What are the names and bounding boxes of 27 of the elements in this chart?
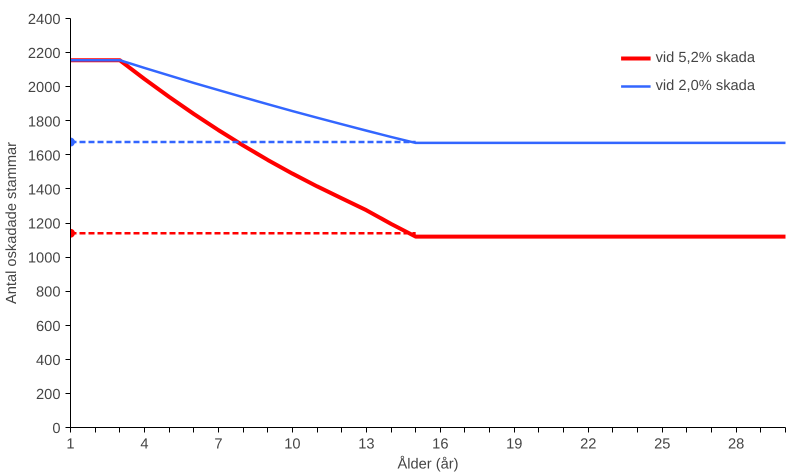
y-tick-label: 600 — [36, 318, 61, 335]
x-tick-label: 1 — [66, 436, 75, 452]
x-tick-label: 19 — [506, 436, 522, 452]
legend-label: vid 5,2% skada — [656, 50, 755, 66]
y-tick-label: 2400 — [28, 12, 61, 28]
y-tick-label: 800 — [36, 284, 61, 301]
y-tick-label: 1200 — [28, 216, 61, 232]
legend-label: vid 2,0% skada — [656, 78, 755, 94]
y-axis-title: Antal oskadade stammar — [4, 142, 20, 304]
y-tick-label: 1400 — [28, 182, 61, 198]
y-tick-label: 200 — [36, 386, 61, 403]
y-tick-label: 1800 — [28, 114, 61, 130]
x-tick-label: 25 — [654, 436, 670, 452]
y-tick-label: 2200 — [28, 46, 61, 62]
x-tick-label: 28 — [728, 436, 744, 452]
x-tick-label: 16 — [432, 436, 448, 452]
x-tick-label: 22 — [580, 436, 596, 452]
y-tick-label: 2000 — [28, 80, 61, 96]
x-tick-label: 4 — [140, 436, 149, 452]
y-tick-label: 0 — [52, 421, 61, 437]
x-tick-label: 13 — [358, 436, 375, 452]
x-tick-label: 10 — [284, 436, 301, 452]
y-tick-label: 400 — [36, 352, 61, 369]
x-axis-title: Ålder (år) — [397, 456, 459, 472]
y-tick-label: 1000 — [28, 250, 61, 267]
x-tick-label: 7 — [214, 436, 223, 452]
y-tick-label: 1600 — [28, 148, 61, 164]
